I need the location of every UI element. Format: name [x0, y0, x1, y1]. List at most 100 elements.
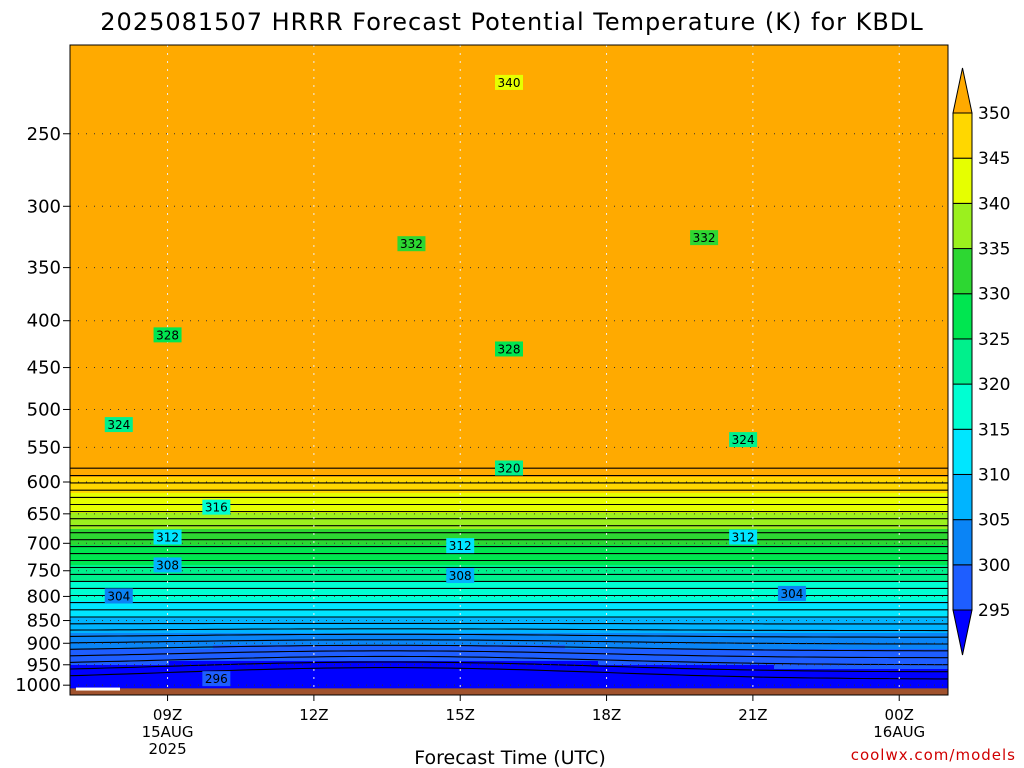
theta-cell — [202, 345, 214, 350]
theta-cell — [268, 189, 280, 194]
theta-cell — [389, 357, 401, 362]
theta-cell — [147, 361, 159, 366]
theta-cell — [92, 201, 104, 206]
theta-cell — [356, 321, 368, 326]
theta-cell — [202, 149, 214, 154]
theta-cell — [114, 625, 126, 630]
theta-cell — [257, 453, 269, 458]
theta-cell — [191, 553, 203, 558]
theta-cell — [70, 609, 82, 614]
theta-cell — [235, 461, 247, 466]
theta-cell — [125, 561, 137, 566]
theta-cell — [202, 589, 214, 594]
theta-cell — [114, 677, 126, 682]
theta-cell — [202, 541, 214, 546]
theta-cell — [213, 61, 225, 66]
theta-cell — [114, 273, 126, 278]
theta-cell — [81, 477, 93, 482]
theta-cell — [257, 421, 269, 426]
theta-cell — [257, 649, 269, 654]
theta-cell — [290, 141, 302, 146]
theta-cell — [279, 441, 291, 446]
theta-cell — [103, 201, 115, 206]
theta-cell — [202, 305, 214, 310]
theta-cell — [235, 113, 247, 118]
theta-cell — [224, 53, 236, 58]
theta-cell — [367, 625, 379, 630]
theta-cell — [268, 337, 280, 342]
theta-cell — [125, 245, 137, 250]
theta-cell — [235, 65, 247, 70]
theta-cell — [191, 109, 203, 114]
theta-cell — [180, 433, 192, 438]
theta-cell — [312, 213, 324, 218]
theta-cell — [246, 245, 258, 250]
theta-cell — [279, 217, 291, 222]
theta-cell — [125, 381, 137, 386]
theta-cell — [125, 497, 137, 502]
theta-cell — [125, 393, 137, 398]
theta-cell — [202, 225, 214, 230]
theta-cell — [169, 201, 181, 206]
theta-cell — [279, 65, 291, 70]
theta-cell — [70, 201, 82, 206]
theta-cell — [345, 517, 357, 522]
theta-cell — [125, 109, 137, 114]
theta-cell — [103, 673, 115, 678]
theta-cell — [356, 53, 368, 58]
theta-cell — [125, 461, 137, 466]
theta-cell — [147, 521, 159, 526]
theta-cell — [136, 193, 148, 198]
theta-cell — [356, 129, 368, 134]
theta-cell — [279, 297, 291, 302]
theta-cell — [103, 49, 115, 54]
theta-cell — [114, 525, 126, 530]
theta-cell — [356, 97, 368, 102]
theta-cell — [103, 349, 115, 354]
theta-cell — [356, 45, 368, 50]
theta-cell — [367, 305, 379, 310]
theta-cell — [367, 357, 379, 362]
theta-cell — [169, 489, 181, 494]
theta-cell — [158, 609, 170, 614]
theta-cell — [81, 553, 93, 558]
theta-cell — [378, 213, 390, 218]
theta-cell — [191, 45, 203, 50]
theta-cell — [323, 129, 335, 134]
theta-cell — [70, 545, 82, 550]
theta-cell — [279, 109, 291, 114]
theta-cell — [114, 285, 126, 290]
theta-cell — [213, 529, 225, 534]
theta-cell — [323, 73, 335, 78]
theta-cell — [389, 77, 401, 82]
theta-cell — [356, 73, 368, 78]
theta-cell — [180, 501, 192, 506]
theta-cell — [213, 297, 225, 302]
theta-cell — [235, 261, 247, 266]
theta-cell — [147, 645, 159, 650]
theta-cell — [279, 561, 291, 566]
theta-cell — [334, 609, 346, 614]
theta-cell — [81, 105, 93, 110]
theta-cell — [70, 437, 82, 442]
theta-cell — [147, 157, 159, 162]
theta-cell — [103, 45, 115, 50]
theta-cell — [268, 269, 280, 274]
theta-cell — [202, 377, 214, 382]
theta-cell — [268, 77, 280, 82]
theta-cell — [92, 89, 104, 94]
theta-cell — [334, 461, 346, 466]
theta-cell — [103, 245, 115, 250]
theta-cell — [103, 541, 115, 546]
theta-cell — [125, 257, 137, 262]
theta-cell — [180, 533, 192, 538]
theta-cell — [268, 493, 280, 498]
theta-cell — [235, 233, 247, 238]
theta-cell — [378, 561, 390, 566]
theta-cell — [290, 249, 302, 254]
theta-cell — [257, 65, 269, 70]
theta-cell — [268, 505, 280, 510]
theta-cell — [400, 249, 412, 254]
theta-cell — [103, 385, 115, 390]
theta-cell — [268, 321, 280, 326]
